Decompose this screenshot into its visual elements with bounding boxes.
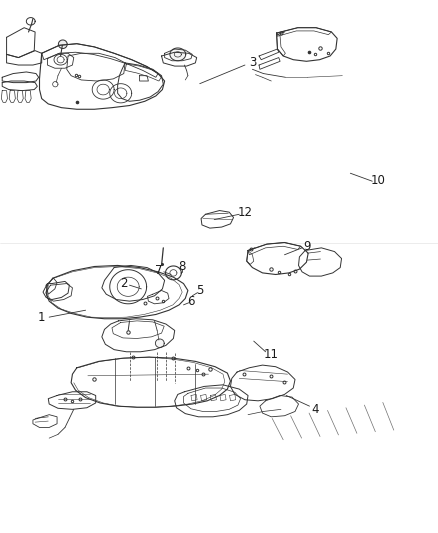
Polygon shape xyxy=(155,339,164,348)
Text: 10: 10 xyxy=(370,174,385,187)
Text: 2: 2 xyxy=(120,277,127,290)
Text: 1: 1 xyxy=(38,311,46,324)
Text: 9: 9 xyxy=(303,240,311,253)
Text: 8: 8 xyxy=(178,260,185,273)
Polygon shape xyxy=(58,40,67,49)
Text: 3: 3 xyxy=(248,56,255,69)
Text: 6: 6 xyxy=(187,295,194,308)
Text: 5: 5 xyxy=(196,284,203,297)
Text: 7: 7 xyxy=(155,264,162,277)
Polygon shape xyxy=(170,48,185,61)
Text: 11: 11 xyxy=(263,348,278,361)
Text: 4: 4 xyxy=(311,403,318,416)
Text: 12: 12 xyxy=(237,206,252,219)
